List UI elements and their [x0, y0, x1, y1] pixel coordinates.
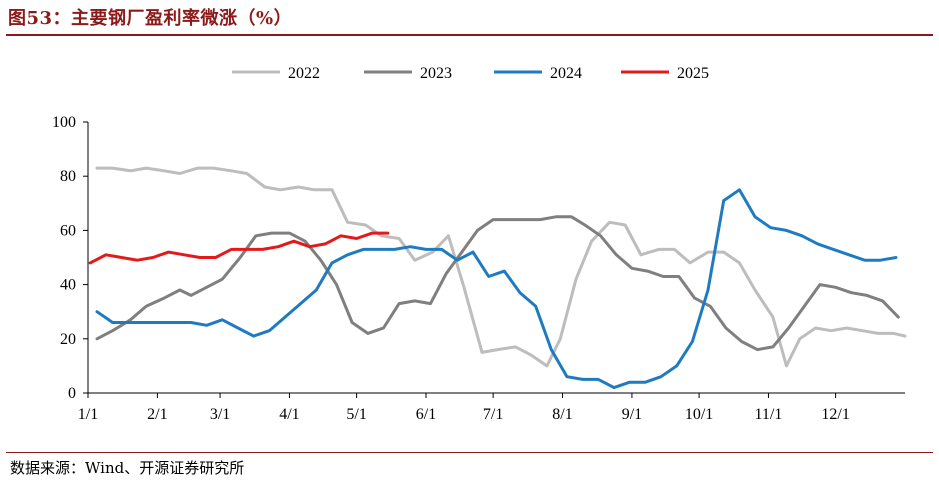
y-tick-label: 20	[60, 331, 76, 348]
line-chart: 2022 2023 2024 2025 0 20 40 60 80 100 1/1 2/1 3/1 4/…	[52, 65, 907, 423]
x-tick-label: 9/1	[622, 406, 642, 423]
x-tick-label: 6/1	[416, 406, 436, 423]
x-tick-label: 3/1	[210, 406, 230, 423]
series-line-2024	[95, 188, 898, 390]
series-line-2022	[95, 166, 907, 368]
series-lines	[88, 166, 907, 390]
x-tick-label: 12/1	[821, 406, 849, 423]
y-tick-label: 40	[60, 277, 76, 294]
figure-title: 图53：主要钢厂盈利率微涨（%）	[8, 8, 293, 29]
x-tick-label: 5/1	[346, 406, 366, 423]
y-tick-label: 100	[52, 114, 76, 131]
x-tick-label: 11/1	[755, 406, 783, 423]
series-line-2025	[88, 231, 390, 265]
x-tick-label: 1/1	[78, 406, 98, 423]
source-rule	[6, 452, 933, 453]
legend-label-2022: 2022	[288, 65, 320, 82]
axes: 0 20 40 60 80 100 1/1 2/1 3/1 4/1 5/1 6/1 7/1 8/1 9/1 1…	[52, 114, 905, 423]
x-tick-label: 10/1	[685, 406, 713, 423]
y-tick-label: 60	[60, 222, 76, 239]
title-rule	[6, 34, 933, 36]
legend-label-2025: 2025	[677, 65, 709, 82]
source-note: 数据来源：Wind、开源证券研究所	[10, 459, 245, 477]
y-tick-label: 0	[68, 385, 76, 402]
legend-label-2023: 2023	[420, 65, 452, 82]
x-tick-label: 2/1	[147, 406, 167, 423]
y-tick-label: 80	[60, 168, 76, 185]
x-tick-label: 7/1	[483, 406, 503, 423]
legend: 2022 2023 2024 2025	[232, 65, 709, 82]
legend-label-2024: 2024	[550, 65, 582, 82]
series-line-2023	[95, 215, 900, 352]
x-tick-label: 8/1	[552, 406, 572, 423]
x-tick-label: 4/1	[279, 406, 299, 423]
